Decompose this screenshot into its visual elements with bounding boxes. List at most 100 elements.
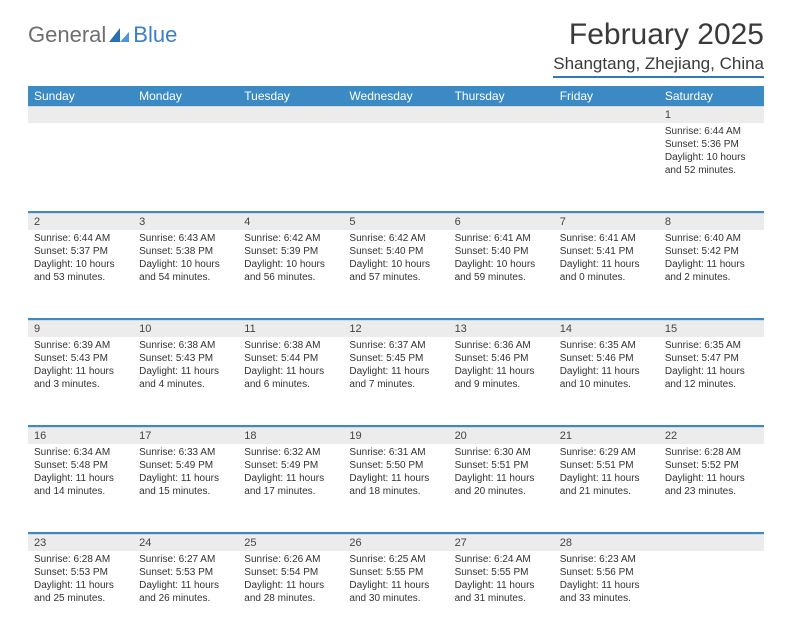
day-number: 17 bbox=[133, 427, 238, 444]
day-cell: Sunrise: 6:31 AMSunset: 5:50 PMDaylight:… bbox=[343, 444, 448, 532]
day-cell: Sunrise: 6:41 AMSunset: 5:40 PMDaylight:… bbox=[449, 230, 554, 318]
sunrise-text: Sunrise: 6:43 AM bbox=[139, 232, 232, 245]
day-number: 15 bbox=[659, 320, 764, 337]
day-cell bbox=[238, 123, 343, 211]
day-number: 11 bbox=[238, 320, 343, 337]
sunset-text: Sunset: 5:41 PM bbox=[560, 245, 653, 258]
day-number-empty bbox=[554, 106, 659, 123]
sunset-text: Sunset: 5:53 PM bbox=[139, 566, 232, 579]
day-cell: Sunrise: 6:38 AMSunset: 5:43 PMDaylight:… bbox=[133, 337, 238, 425]
sunset-text: Sunset: 5:51 PM bbox=[455, 459, 548, 472]
day-number-empty bbox=[449, 106, 554, 123]
sunrise-text: Sunrise: 6:29 AM bbox=[560, 446, 653, 459]
sunset-text: Sunset: 5:40 PM bbox=[349, 245, 442, 258]
daylight-text: Daylight: 11 hours and 20 minutes. bbox=[455, 472, 548, 498]
daylight-text: Daylight: 11 hours and 18 minutes. bbox=[349, 472, 442, 498]
calendar-table: Sunday Monday Tuesday Wednesday Thursday… bbox=[28, 86, 764, 639]
day-cell: Sunrise: 6:26 AMSunset: 5:54 PMDaylight:… bbox=[238, 551, 343, 639]
sunrise-text: Sunrise: 6:39 AM bbox=[34, 339, 127, 352]
day-number: 4 bbox=[238, 213, 343, 230]
weekday-header: Tuesday bbox=[238, 86, 343, 106]
sunrise-text: Sunrise: 6:28 AM bbox=[34, 553, 127, 566]
day-cell: Sunrise: 6:44 AMSunset: 5:36 PMDaylight:… bbox=[659, 123, 764, 211]
day-number: 9 bbox=[28, 320, 133, 337]
day-cell bbox=[449, 123, 554, 211]
daylight-text: Daylight: 10 hours and 59 minutes. bbox=[455, 258, 548, 284]
day-cell: Sunrise: 6:29 AMSunset: 5:51 PMDaylight:… bbox=[554, 444, 659, 532]
daylight-text: Daylight: 11 hours and 26 minutes. bbox=[139, 579, 232, 605]
sunrise-text: Sunrise: 6:24 AM bbox=[455, 553, 548, 566]
logo-text-general: General bbox=[28, 22, 106, 48]
weekday-header: Wednesday bbox=[343, 86, 448, 106]
day-number: 25 bbox=[238, 534, 343, 551]
sunset-text: Sunset: 5:43 PM bbox=[34, 352, 127, 365]
sunset-text: Sunset: 5:36 PM bbox=[665, 138, 758, 151]
sunrise-text: Sunrise: 6:38 AM bbox=[244, 339, 337, 352]
day-cell: Sunrise: 6:35 AMSunset: 5:46 PMDaylight:… bbox=[554, 337, 659, 425]
weekday-header: Sunday bbox=[28, 86, 133, 106]
day-number: 28 bbox=[554, 534, 659, 551]
logo-text-blue: Blue bbox=[133, 22, 177, 48]
daylight-text: Daylight: 11 hours and 14 minutes. bbox=[34, 472, 127, 498]
week-row: Sunrise: 6:34 AMSunset: 5:48 PMDaylight:… bbox=[28, 444, 764, 532]
sunset-text: Sunset: 5:54 PM bbox=[244, 566, 337, 579]
calendar-body: 1Sunrise: 6:44 AMSunset: 5:36 PMDaylight… bbox=[28, 106, 764, 639]
sunrise-text: Sunrise: 6:40 AM bbox=[665, 232, 758, 245]
sunrise-text: Sunrise: 6:31 AM bbox=[349, 446, 442, 459]
sunset-text: Sunset: 5:44 PM bbox=[244, 352, 337, 365]
sunrise-text: Sunrise: 6:42 AM bbox=[349, 232, 442, 245]
day-cell: Sunrise: 6:36 AMSunset: 5:46 PMDaylight:… bbox=[449, 337, 554, 425]
sunset-text: Sunset: 5:45 PM bbox=[349, 352, 442, 365]
day-cell: Sunrise: 6:39 AMSunset: 5:43 PMDaylight:… bbox=[28, 337, 133, 425]
day-number-empty bbox=[343, 106, 448, 123]
sunset-text: Sunset: 5:52 PM bbox=[665, 459, 758, 472]
sunset-text: Sunset: 5:50 PM bbox=[349, 459, 442, 472]
daylight-text: Daylight: 11 hours and 7 minutes. bbox=[349, 365, 442, 391]
day-cell bbox=[343, 123, 448, 211]
weekday-header: Monday bbox=[133, 86, 238, 106]
daynum-row: 16171819202122 bbox=[28, 427, 764, 444]
daylight-text: Daylight: 11 hours and 12 minutes. bbox=[665, 365, 758, 391]
week-row: Sunrise: 6:28 AMSunset: 5:53 PMDaylight:… bbox=[28, 551, 764, 639]
sunrise-text: Sunrise: 6:36 AM bbox=[455, 339, 548, 352]
day-number: 27 bbox=[449, 534, 554, 551]
day-number: 12 bbox=[343, 320, 448, 337]
sunrise-text: Sunrise: 6:32 AM bbox=[244, 446, 337, 459]
day-number: 14 bbox=[554, 320, 659, 337]
day-number: 7 bbox=[554, 213, 659, 230]
day-cell: Sunrise: 6:25 AMSunset: 5:55 PMDaylight:… bbox=[343, 551, 448, 639]
day-cell: Sunrise: 6:24 AMSunset: 5:55 PMDaylight:… bbox=[449, 551, 554, 639]
daylight-text: Daylight: 11 hours and 3 minutes. bbox=[34, 365, 127, 391]
sunrise-text: Sunrise: 6:23 AM bbox=[560, 553, 653, 566]
day-number: 21 bbox=[554, 427, 659, 444]
daylight-text: Daylight: 11 hours and 17 minutes. bbox=[244, 472, 337, 498]
day-number: 2 bbox=[28, 213, 133, 230]
logo-sails-icon bbox=[109, 26, 131, 44]
sunrise-text: Sunrise: 6:42 AM bbox=[244, 232, 337, 245]
sunset-text: Sunset: 5:46 PM bbox=[455, 352, 548, 365]
daylight-text: Daylight: 11 hours and 28 minutes. bbox=[244, 579, 337, 605]
week-row: Sunrise: 6:44 AMSunset: 5:36 PMDaylight:… bbox=[28, 123, 764, 211]
sunset-text: Sunset: 5:37 PM bbox=[34, 245, 127, 258]
daylight-text: Daylight: 11 hours and 4 minutes. bbox=[139, 365, 232, 391]
day-number: 23 bbox=[28, 534, 133, 551]
day-cell: Sunrise: 6:32 AMSunset: 5:49 PMDaylight:… bbox=[238, 444, 343, 532]
daylight-text: Daylight: 11 hours and 23 minutes. bbox=[665, 472, 758, 498]
sunrise-text: Sunrise: 6:33 AM bbox=[139, 446, 232, 459]
sunset-text: Sunset: 5:49 PM bbox=[244, 459, 337, 472]
day-cell: Sunrise: 6:41 AMSunset: 5:41 PMDaylight:… bbox=[554, 230, 659, 318]
sunrise-text: Sunrise: 6:27 AM bbox=[139, 553, 232, 566]
day-cell: Sunrise: 6:35 AMSunset: 5:47 PMDaylight:… bbox=[659, 337, 764, 425]
week-row: Sunrise: 6:39 AMSunset: 5:43 PMDaylight:… bbox=[28, 337, 764, 425]
daylight-text: Daylight: 10 hours and 57 minutes. bbox=[349, 258, 442, 284]
day-number: 19 bbox=[343, 427, 448, 444]
weekday-header-row: Sunday Monday Tuesday Wednesday Thursday… bbox=[28, 86, 764, 106]
day-number: 18 bbox=[238, 427, 343, 444]
daylight-text: Daylight: 10 hours and 56 minutes. bbox=[244, 258, 337, 284]
sunrise-text: Sunrise: 6:28 AM bbox=[665, 446, 758, 459]
daylight-text: Daylight: 11 hours and 6 minutes. bbox=[244, 365, 337, 391]
daylight-text: Daylight: 11 hours and 30 minutes. bbox=[349, 579, 442, 605]
daylight-text: Daylight: 11 hours and 2 minutes. bbox=[665, 258, 758, 284]
daylight-text: Daylight: 11 hours and 25 minutes. bbox=[34, 579, 127, 605]
day-number: 20 bbox=[449, 427, 554, 444]
